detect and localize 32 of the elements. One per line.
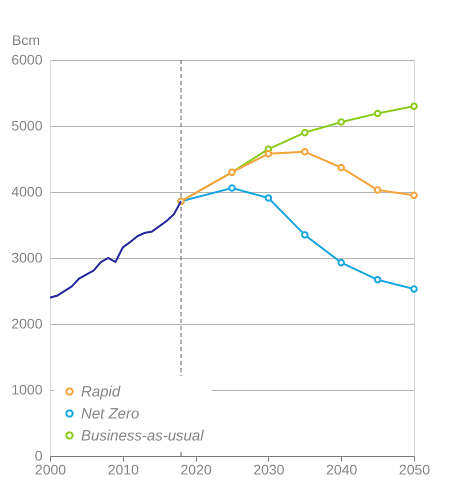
point bbox=[374, 186, 382, 194]
y-axis-title: Bcm bbox=[12, 32, 40, 48]
point bbox=[301, 128, 309, 136]
point bbox=[337, 258, 345, 266]
y-tick-label: 1000 bbox=[11, 382, 43, 398]
point bbox=[410, 285, 418, 293]
point bbox=[410, 102, 418, 110]
x-tick-label: 2050 bbox=[398, 462, 430, 478]
y-tick-label: 2000 bbox=[11, 316, 43, 332]
point bbox=[410, 192, 418, 200]
point bbox=[337, 118, 345, 126]
x-tick-label: 2020 bbox=[180, 462, 212, 478]
legend-label: Business-as-usual bbox=[81, 428, 204, 444]
y-tick-label: 0 bbox=[34, 448, 43, 464]
legend-label: Rapid bbox=[81, 384, 121, 400]
point bbox=[374, 276, 382, 284]
x-tick-label: 2040 bbox=[326, 462, 358, 478]
point bbox=[337, 164, 345, 172]
legend-label: Net Zero bbox=[81, 406, 140, 422]
y-tick-label: 4000 bbox=[11, 184, 43, 200]
x-tick-label: 2030 bbox=[253, 462, 285, 478]
point bbox=[301, 148, 309, 156]
y-tick-label: 5000 bbox=[11, 118, 43, 134]
point bbox=[301, 231, 309, 239]
point bbox=[228, 184, 236, 192]
point bbox=[374, 110, 382, 118]
y-tick-label: 3000 bbox=[11, 250, 43, 266]
point bbox=[264, 194, 272, 202]
point bbox=[264, 150, 272, 158]
y-tick-label: 6000 bbox=[11, 52, 43, 68]
x-tick-label: 2010 bbox=[108, 462, 140, 478]
x-tick-label: 2000 bbox=[34, 462, 66, 478]
